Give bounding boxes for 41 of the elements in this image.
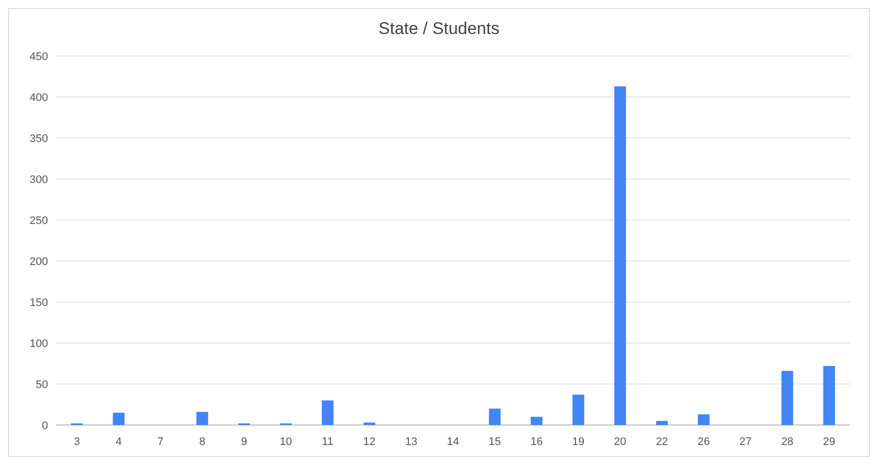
bar bbox=[322, 400, 334, 425]
bar bbox=[614, 86, 626, 425]
x-tick-label: 20 bbox=[614, 436, 626, 448]
x-tick-label: 7 bbox=[157, 436, 164, 448]
y-tick-label: 150 bbox=[30, 296, 48, 309]
x-tick-label: 16 bbox=[530, 436, 543, 448]
y-tick-label: 300 bbox=[30, 174, 48, 186]
bar bbox=[196, 412, 208, 425]
bar bbox=[698, 414, 710, 425]
x-tick-label: 3 bbox=[74, 436, 80, 448]
x-tick-label: 4 bbox=[116, 436, 122, 448]
x-tick-label: 27 bbox=[739, 436, 752, 448]
x-tick-label: 15 bbox=[488, 436, 501, 448]
bar bbox=[112, 412, 125, 425]
bar bbox=[656, 420, 668, 425]
x-tick-label: 29 bbox=[822, 436, 836, 448]
y-tick-label: 100 bbox=[30, 338, 48, 350]
chart-title: State / Students bbox=[378, 19, 500, 38]
bar bbox=[530, 416, 542, 425]
y-tick-label: 200 bbox=[30, 256, 48, 268]
x-tick-label: 26 bbox=[698, 436, 710, 448]
y-tick-label: 400 bbox=[30, 92, 48, 104]
x-tick-label: 11 bbox=[322, 436, 334, 448]
y-tick-label: 0 bbox=[42, 420, 48, 432]
y-tick-label: 50 bbox=[36, 378, 48, 391]
y-tick-label: 350 bbox=[30, 132, 48, 145]
bar bbox=[572, 394, 584, 425]
x-tick-label: 9 bbox=[240, 436, 248, 448]
y-tick-label: 450 bbox=[30, 50, 48, 63]
bar bbox=[781, 370, 794, 425]
x-tick-label: 8 bbox=[199, 436, 206, 448]
x-tick-label: 10 bbox=[280, 436, 292, 448]
x-tick-label: 22 bbox=[656, 436, 668, 448]
x-tick-label: 12 bbox=[363, 436, 376, 448]
x-tick-label: 13 bbox=[405, 436, 418, 448]
x-tick-label: 28 bbox=[781, 436, 794, 448]
x-tick-label: 19 bbox=[572, 436, 584, 448]
y-tick-label: 250 bbox=[30, 214, 48, 227]
bar bbox=[488, 408, 501, 425]
bar bbox=[823, 366, 835, 425]
x-tick-label: 14 bbox=[446, 436, 460, 448]
